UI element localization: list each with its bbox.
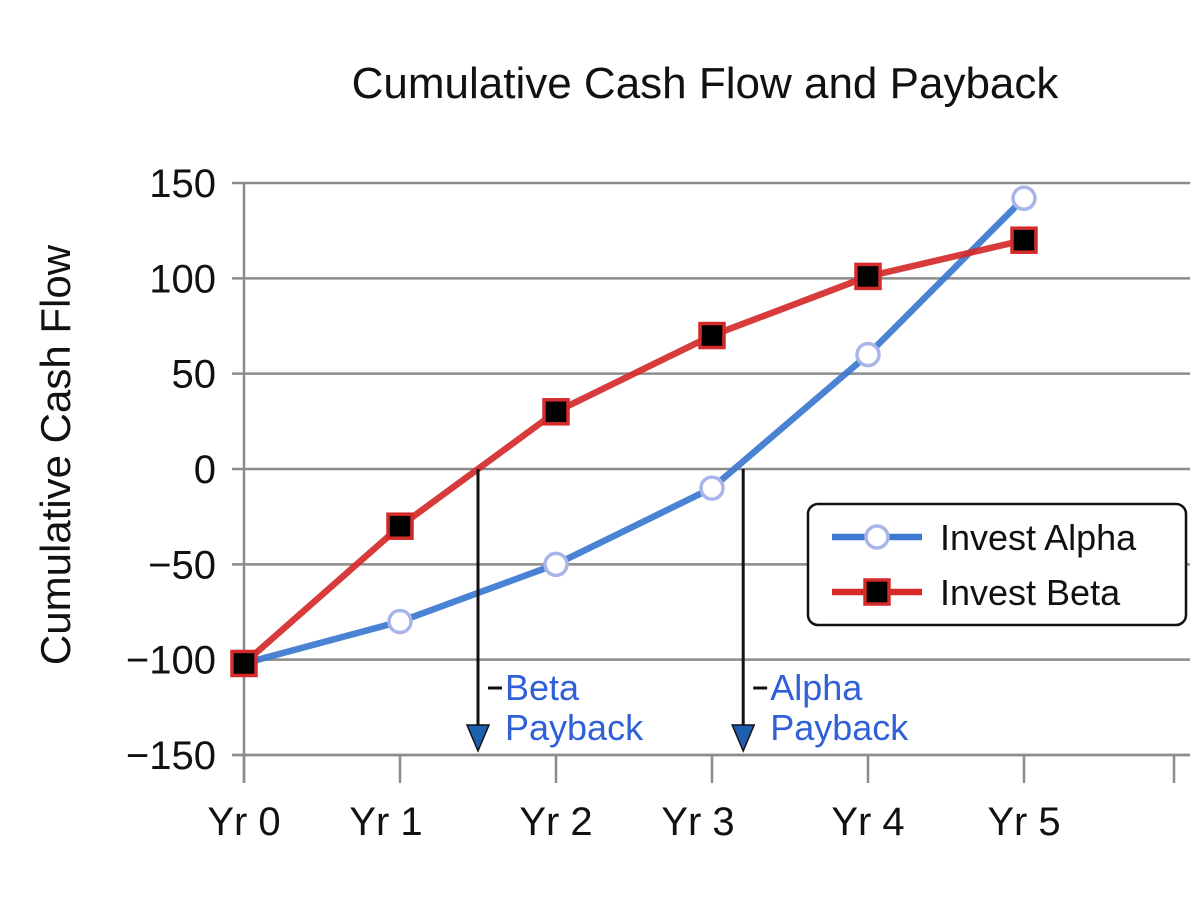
- x-tick-label: Yr 5: [987, 800, 1060, 844]
- alpha-point: [699, 475, 725, 501]
- y-tick-label: 50: [172, 353, 217, 397]
- grid-lines: [232, 181, 1190, 757]
- y-tick-label: −100: [126, 639, 216, 683]
- y-axis-label: Cumulative Cash Flow: [32, 244, 79, 665]
- beta-point: [386, 512, 414, 540]
- alpha-point: [543, 551, 569, 578]
- legend-label: Invest Beta: [940, 572, 1121, 613]
- legend-label: Invest Alpha: [940, 517, 1137, 558]
- y-tick-label: −50: [148, 543, 216, 587]
- y-tick-label: 0: [194, 448, 216, 492]
- y-tick-label: 150: [149, 162, 216, 206]
- alpha-payback-arrow-head: [731, 724, 756, 753]
- legend-marker-circle: [864, 524, 890, 550]
- legend-marker-square: [863, 578, 891, 606]
- chart-title: Cumulative Cash Flow and Payback: [352, 59, 1060, 108]
- beta-point: [1010, 226, 1038, 254]
- alpha-payback-label: Payback: [770, 707, 909, 748]
- beta-point: [854, 262, 882, 291]
- beta-payback-label: Beta: [505, 667, 580, 708]
- x-tick-label: Yr 4: [831, 800, 904, 844]
- alpha-point: [855, 341, 881, 368]
- beta-payback-label: Payback: [505, 707, 644, 748]
- beta-point: [542, 398, 570, 426]
- axes: 150 100 50 0 −50 −100 −150 Yr 0 Yr 1 Yr 2 Yr 3 Yr 4…: [126, 162, 1190, 844]
- beta-point: [698, 321, 726, 350]
- series-lines: [230, 185, 1038, 678]
- x-tick-label: Yr 3: [661, 800, 734, 844]
- x-tick-label: Yr 1: [349, 800, 422, 844]
- series-line-beta: [241, 237, 1025, 666]
- alpha-point: [1011, 185, 1037, 212]
- x-tick-label: Yr 0: [207, 800, 280, 844]
- beta-payback-arrow-head: [465, 724, 491, 753]
- y-tick-label: 100: [149, 257, 216, 301]
- y-tick-label: −150: [126, 734, 216, 778]
- beta-point: [230, 649, 258, 678]
- x-tick-label: Yr 2: [519, 800, 592, 844]
- alpha-point: [387, 608, 413, 635]
- series-line-alpha: [243, 195, 1027, 667]
- legend: Invest Alpha Invest Beta: [806, 502, 1188, 627]
- alpha-payback-label: Alpha: [770, 667, 863, 708]
